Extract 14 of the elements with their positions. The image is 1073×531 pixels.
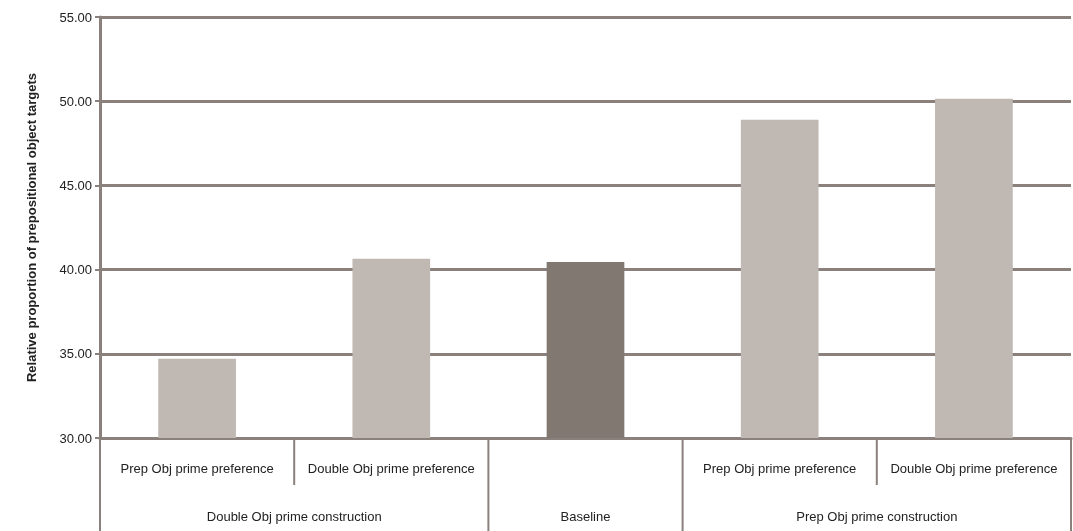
y-axis-title: Relative proportion of prepositional object targets [24, 72, 39, 383]
x-tick-label: Double Obj prime preference [890, 461, 1058, 476]
text: Double Obj prime construction [206, 508, 382, 524]
y-tick-label: 50.00 [59, 93, 92, 109]
y-tick-label: 40.00 [59, 262, 92, 278]
x-tick-label: Prep Obj prime preference [120, 461, 274, 476]
y-tick-label: 45.00 [59, 177, 92, 193]
y-tick-label: 30.00 [59, 430, 92, 446]
x-tick-label: Double Obj prime preference [307, 461, 475, 476]
text: Baseline [560, 508, 611, 524]
y-tick-label: 35.00 [59, 346, 92, 362]
y-tick-label: 55.00 [59, 9, 92, 25]
text: Prep Obj prime construction [796, 508, 958, 524]
x-tick-label: Prep Obj prime preference [703, 461, 857, 476]
